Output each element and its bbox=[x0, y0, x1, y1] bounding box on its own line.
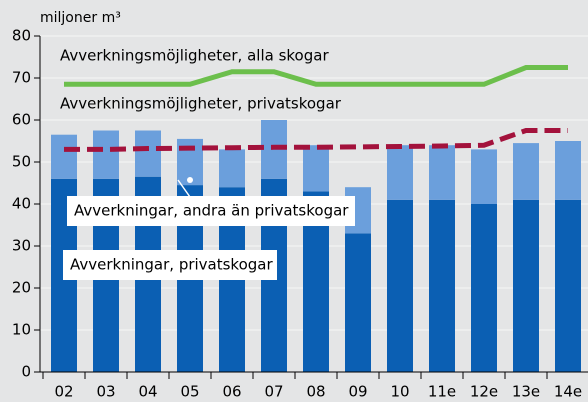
x-tick-label: 03 bbox=[96, 383, 115, 401]
label-pointer bbox=[177, 179, 191, 198]
x-tick-label: 02 bbox=[54, 383, 73, 401]
bar-segment bbox=[135, 130, 161, 177]
label-box bbox=[67, 196, 355, 226]
bar-segment bbox=[555, 141, 581, 200]
x-tick-label: 12e bbox=[470, 383, 498, 401]
bar-segment bbox=[303, 145, 329, 192]
label-box bbox=[63, 250, 277, 280]
x-tick-label: 14e bbox=[554, 383, 582, 401]
y-tick-label: 60 bbox=[12, 111, 31, 129]
series-label: Avverkningsmöjligheter, privatskogar bbox=[60, 95, 342, 113]
bar-segment bbox=[471, 204, 497, 372]
x-tick-label: 06 bbox=[222, 383, 241, 401]
y-tick-label: 80 bbox=[12, 27, 31, 45]
series-label: Avverkningsmöjligheter, alla skogar bbox=[60, 47, 329, 65]
y-tick-label: 40 bbox=[12, 195, 31, 213]
y-tick-label: 30 bbox=[12, 237, 31, 255]
y-tick-label: 20 bbox=[12, 279, 31, 297]
bar-segment bbox=[513, 199, 539, 372]
x-tick-label: 05 bbox=[180, 383, 199, 401]
x-tick-label: 10 bbox=[390, 383, 409, 401]
bar-segment bbox=[219, 149, 245, 188]
bar-segment bbox=[93, 130, 119, 179]
y-tick-label: 50 bbox=[12, 153, 31, 171]
series-label: Avverkningar, privatskogar bbox=[70, 256, 273, 274]
x-tick-label: 04 bbox=[138, 383, 157, 401]
line-series bbox=[64, 65, 568, 87]
bar-segment bbox=[387, 199, 413, 372]
x-tick-label: 13e bbox=[512, 383, 540, 401]
bar-segment bbox=[555, 199, 581, 372]
series-label: Avverkningar, andra än privatskogar bbox=[74, 202, 349, 220]
label-pointer-dot bbox=[187, 177, 193, 183]
x-tick-label: 09 bbox=[348, 383, 367, 401]
bar-segment bbox=[51, 134, 77, 179]
y-tick-label: 0 bbox=[21, 363, 31, 381]
x-tick-label: 08 bbox=[306, 383, 325, 401]
bar-segment bbox=[429, 199, 455, 372]
bar-segment bbox=[387, 145, 413, 200]
line-series bbox=[64, 128, 568, 152]
y-tick-label: 70 bbox=[12, 69, 31, 87]
bar-segment bbox=[345, 233, 371, 372]
bar-segment bbox=[513, 143, 539, 200]
y-axis-label: miljoner m³ bbox=[40, 10, 121, 26]
x-tick-label: 11e bbox=[428, 383, 456, 401]
y-tick-label: 10 bbox=[12, 321, 31, 339]
bar-segment bbox=[471, 149, 497, 204]
bar-segment bbox=[429, 145, 455, 200]
x-tick-label: 07 bbox=[264, 383, 283, 401]
